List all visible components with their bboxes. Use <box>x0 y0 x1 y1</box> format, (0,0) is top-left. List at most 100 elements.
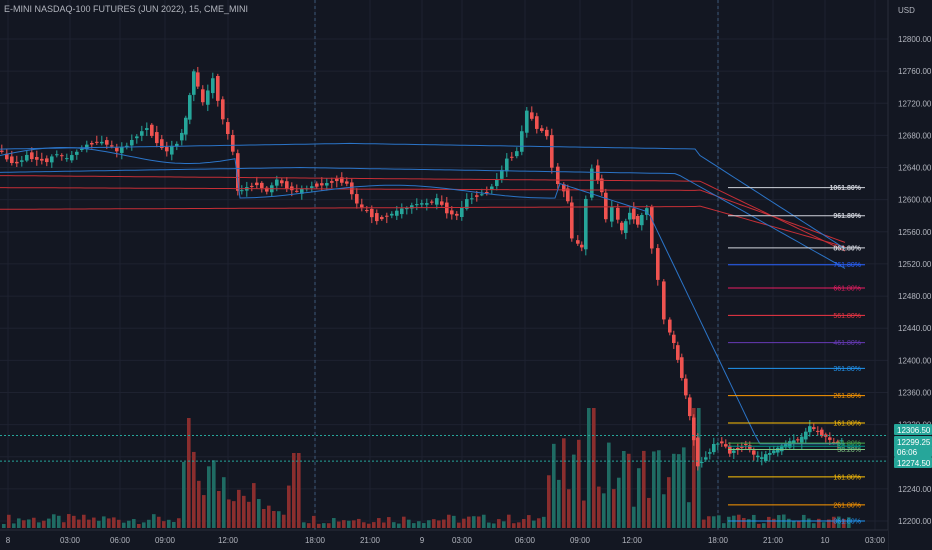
volume-bar <box>317 523 321 528</box>
volume-bar <box>332 518 336 528</box>
candle-body <box>816 430 820 432</box>
candles <box>0 66 844 471</box>
volume-bar <box>167 519 171 528</box>
candle-body <box>430 201 434 203</box>
volume-bar <box>482 514 486 528</box>
price-tag-label: 12274.50 <box>897 459 931 468</box>
volume-bar <box>682 447 686 528</box>
candle-body <box>330 181 334 183</box>
volume-bar <box>762 523 766 528</box>
volume-bar <box>527 515 531 528</box>
volume-bar <box>477 516 481 528</box>
candle-body <box>704 457 708 460</box>
volume-bar <box>312 515 316 528</box>
volume-bar <box>372 522 376 528</box>
candle-body <box>50 156 54 163</box>
volume-bar <box>92 517 96 528</box>
volume-bar <box>292 453 296 528</box>
candle-body <box>752 450 756 455</box>
candle-body <box>410 205 414 209</box>
candle-body <box>480 194 484 196</box>
volume-bar <box>117 519 121 528</box>
candle-body <box>500 169 504 179</box>
volume-bar <box>267 505 271 528</box>
candle-body <box>135 136 139 139</box>
candle-body <box>310 186 314 188</box>
time-tick-label: 06:00 <box>515 536 536 545</box>
volume-bar <box>807 518 811 528</box>
candle-body <box>140 131 144 136</box>
price-tick-label: 12240.00 <box>898 485 932 494</box>
candle-body <box>566 188 570 202</box>
volume-bar <box>812 523 816 528</box>
candle-body <box>90 143 94 145</box>
ma-blue-1 <box>0 142 846 250</box>
time-tick-label: 03:00 <box>60 536 81 545</box>
fib-level-label: 561.80% <box>833 313 861 320</box>
candle-body <box>708 452 712 454</box>
volume-bar <box>192 451 196 528</box>
volume-bar <box>112 517 116 528</box>
volume-bar <box>347 520 351 528</box>
volume-bar <box>97 520 101 528</box>
candle-body <box>95 141 99 143</box>
time-tick-label: 18:00 <box>305 536 326 545</box>
candle-body <box>696 437 700 467</box>
candle-body <box>40 158 44 161</box>
fib-level-label: 761.80% <box>833 262 861 269</box>
candle-body <box>236 153 240 191</box>
candle-body <box>365 210 369 212</box>
volume-bar <box>797 520 801 528</box>
candle-body <box>285 181 289 189</box>
volume-bar <box>567 489 571 528</box>
candle-body <box>55 154 59 156</box>
volume-bar <box>472 516 476 528</box>
candle-body <box>130 140 134 146</box>
candle-body <box>596 165 600 181</box>
volume-bar <box>62 522 66 528</box>
time-tick-label: 03:00 <box>452 536 473 545</box>
time-tick-label: 06:00 <box>110 536 131 545</box>
volume-bar <box>592 408 596 528</box>
volume-bar <box>847 517 851 528</box>
volume-bar <box>67 514 71 528</box>
price-tick-label: 12480.00 <box>898 292 932 301</box>
volume-bar <box>222 477 226 528</box>
candle-body <box>85 144 89 150</box>
candle-body <box>748 445 752 449</box>
candle-body <box>420 203 424 205</box>
candle-body <box>325 183 329 186</box>
volume-bar <box>37 522 41 528</box>
candle-body <box>385 215 389 217</box>
candle-body <box>485 191 489 193</box>
candle-body <box>720 441 724 444</box>
time-tick-label: 10 <box>821 536 830 545</box>
price-tick-label: 12200.00 <box>898 517 932 526</box>
fib-level-label: 1061.80% <box>829 185 861 192</box>
candle-body <box>201 89 205 103</box>
volume-bar <box>757 523 761 528</box>
volume-bar <box>357 518 361 528</box>
volume-bar <box>152 514 156 528</box>
volume-bar <box>452 515 456 528</box>
candle-body <box>375 213 379 222</box>
volume-bar <box>417 521 421 528</box>
candle-body <box>0 150 4 152</box>
time-tick-label: 8 <box>6 536 11 545</box>
volume-bar <box>602 493 606 528</box>
volume-bar <box>177 518 181 528</box>
volume-bar <box>842 518 846 528</box>
time-tick-label: 03:00 <box>865 536 886 545</box>
candle-body <box>100 141 104 144</box>
volume-bar <box>657 450 661 528</box>
fib-level-label: 661.80% <box>833 286 861 293</box>
volume-bar <box>622 450 626 528</box>
volume-bar <box>697 408 701 528</box>
candle-body <box>828 437 832 440</box>
volume-bar <box>162 521 166 528</box>
volume-bar <box>242 495 246 528</box>
volume-bars <box>2 408 851 528</box>
volume-bar <box>207 466 211 528</box>
volume-bar <box>302 522 306 528</box>
